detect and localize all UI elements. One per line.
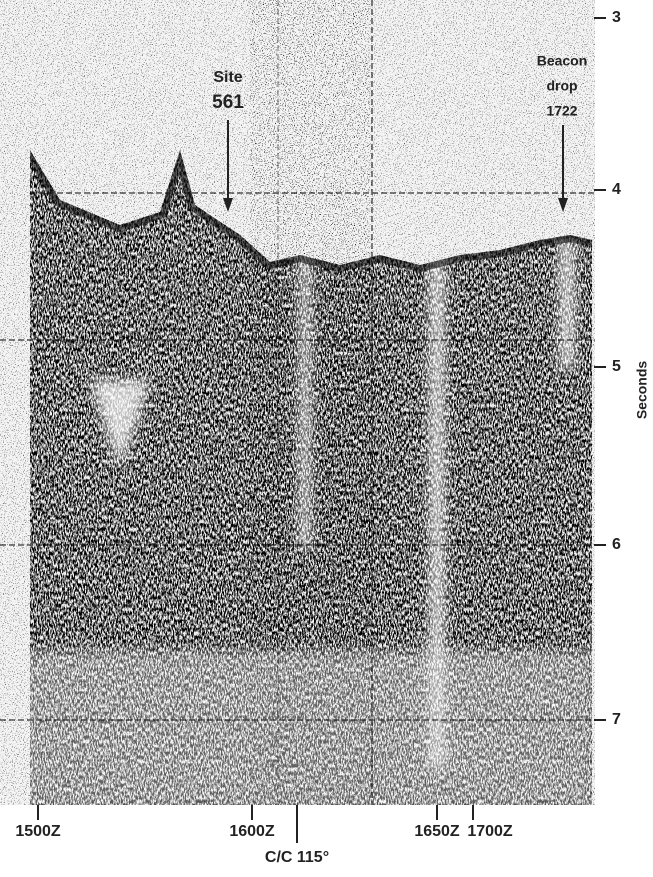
light-streaks	[30, 240, 592, 805]
annotation: 1722	[546, 103, 577, 119]
y-axis-label: Seconds	[634, 361, 650, 420]
grid	[0, 0, 595, 805]
y-tick-label: 3	[612, 9, 621, 26]
x-label: 1650Z	[414, 823, 460, 840]
annotation: Site	[213, 69, 242, 86]
y-tick-label: 6	[612, 536, 621, 553]
x-label: C/C 115°	[265, 849, 329, 866]
subsurface	[30, 150, 592, 805]
x-label: 1600Z	[229, 823, 275, 840]
annotation: drop	[546, 78, 577, 94]
y-tick-label: 5	[612, 358, 621, 375]
annotation: 561	[212, 92, 244, 113]
record	[0, 0, 595, 805]
x-label: 1700Z	[467, 823, 513, 840]
y-tick-label: 7	[612, 711, 621, 728]
annotation: Beacon	[537, 53, 588, 69]
tick-marks	[37, 17, 606, 843]
arrows	[223, 120, 568, 212]
x-label: 1500Z	[15, 823, 61, 840]
y-tick-label: 4	[612, 181, 621, 198]
